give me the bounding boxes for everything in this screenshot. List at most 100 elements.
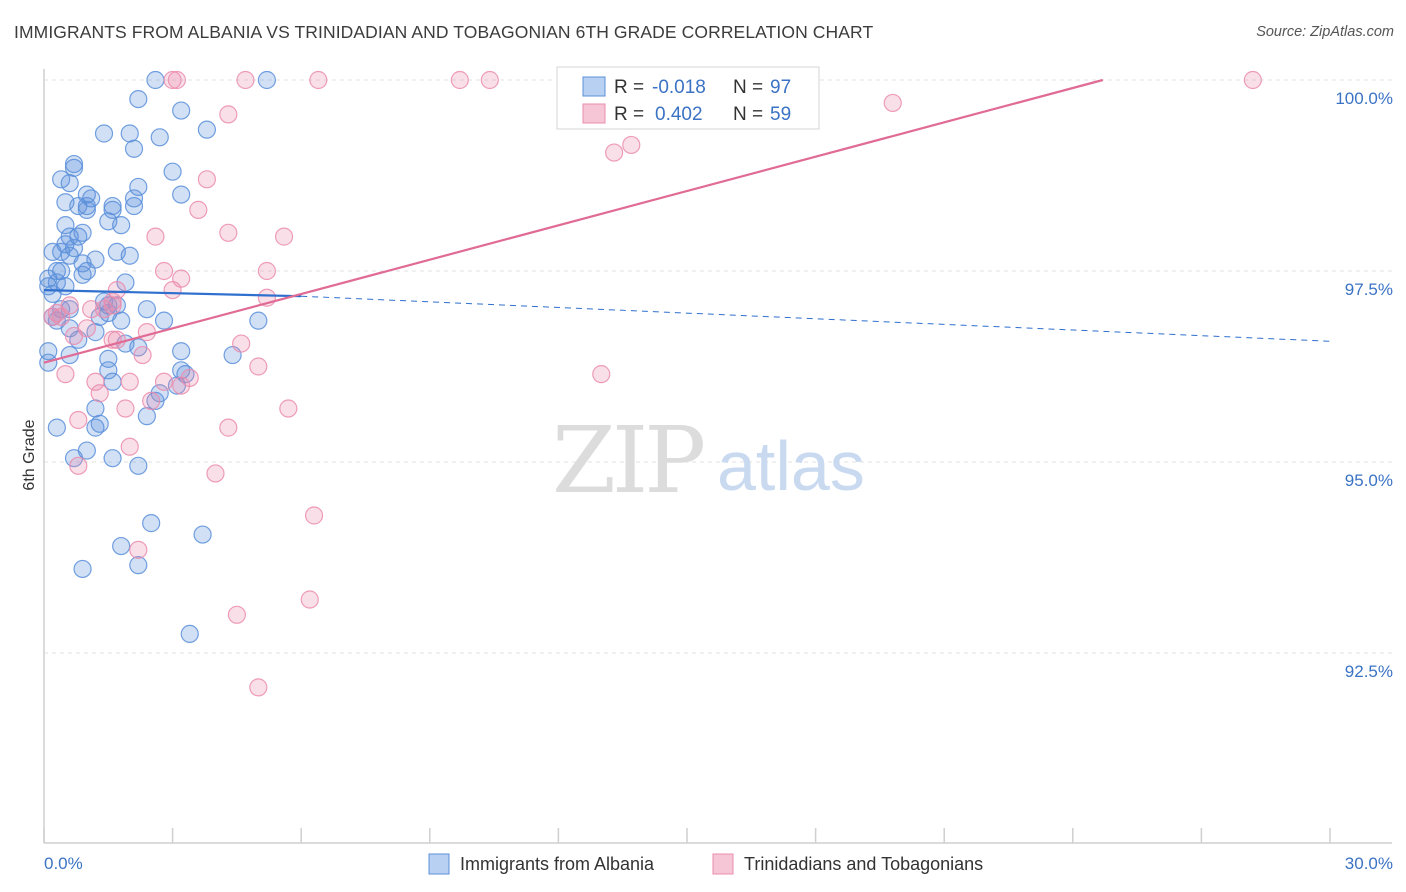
trinidad-point-54: [227, 605, 246, 624]
trinidad-point-56: [43, 307, 62, 326]
albania-point-12: [52, 170, 71, 189]
trinidad-point-38: [86, 372, 105, 391]
albania-point-23: [124, 196, 144, 216]
albania-point-9: [64, 154, 84, 174]
y-axis-title: 6th Grade: [21, 419, 38, 490]
trinidad-point-31: [232, 334, 251, 353]
albania-point-74: [86, 399, 105, 418]
albania-point-1: [257, 70, 277, 90]
albania-point-28: [112, 216, 131, 235]
x-tick-label-max: 30.0%: [1345, 854, 1393, 873]
correlation-legend: R = -0.018 N = 97 R = 0.402 N = 59: [556, 66, 820, 130]
trinidad-point-43: [142, 391, 161, 410]
albania-point-83: [142, 514, 161, 533]
albania-trend-dashed: [301, 295, 1331, 342]
albania-point-95: [99, 361, 118, 380]
albania-point-77: [86, 418, 105, 437]
trinidad-point-34: [249, 357, 268, 376]
albania-point-68: [39, 353, 58, 372]
trinidad-point-47: [219, 418, 238, 437]
watermark-zip: ZIP: [552, 407, 703, 514]
trinidad-point-3: [450, 70, 469, 90]
trinidad-point-5: [1243, 70, 1262, 90]
albania-point-88: [180, 624, 199, 644]
watermark: ZIP atlas: [552, 407, 865, 514]
trinidad-point-39: [120, 372, 139, 391]
albania-point-57: [154, 311, 174, 330]
chart-title: IMMIGRANTS FROM ALBANIA VS TRINIDADIAN A…: [14, 22, 874, 42]
legend-n-label-albania: N =: [733, 77, 763, 98]
bottom-legend-label-albania: Immigrants from Albania: [460, 854, 655, 874]
trinidad-point-17: [154, 261, 174, 281]
x-tick-label-min: 0.0%: [44, 854, 83, 873]
trinidad-point-30: [64, 326, 84, 346]
albania-point-6: [120, 124, 139, 143]
albania-point-81: [103, 449, 122, 468]
y-tick-label-3: 100.0%: [1335, 89, 1393, 108]
trinidad-point-2: [309, 70, 328, 90]
trinidad-point-45: [116, 399, 135, 418]
albania-point-13: [60, 174, 79, 193]
trinidad-point-46: [69, 410, 88, 430]
albania-point-26: [56, 216, 75, 235]
trinidad-point-48: [120, 437, 139, 456]
trinidad-point-28: [137, 323, 156, 342]
trinidad-point-24: [94, 300, 114, 319]
bottom-legend-label-trinidad: Trinidadians and Tobagonians: [744, 854, 983, 874]
trinidad-point-10: [605, 143, 624, 162]
bottom-legend-swatch-trinidad: [712, 853, 734, 875]
trinidad-point-16: [257, 261, 277, 281]
albania-point-63: [172, 342, 191, 361]
albania-point-78: [47, 418, 66, 437]
albania-point-93: [137, 300, 156, 319]
trinidad-point-12: [189, 200, 208, 219]
legend-swatch-albania: [582, 76, 606, 97]
legend-n-value-albania: 97: [770, 77, 791, 98]
albania-point-37: [120, 246, 139, 265]
trinidad-point-42: [90, 384, 109, 403]
trinidad-point-55: [249, 678, 268, 697]
albania-point-85: [112, 536, 131, 556]
series-trinidad-points: [43, 70, 1262, 697]
albania-trend-solid: [43, 289, 302, 298]
trinidad-point-52: [129, 540, 148, 559]
trinidad-point-9: [622, 135, 641, 155]
albania-point-21: [77, 196, 96, 216]
albania-point-84: [193, 525, 212, 544]
trinidad-point-41: [172, 376, 191, 395]
albania-point-0: [146, 70, 165, 90]
trinidad-point-36: [56, 365, 75, 384]
albania-point-86: [73, 559, 92, 579]
albania-point-5: [94, 124, 114, 143]
watermark-atlas: atlas: [717, 427, 865, 505]
legend-r-label-albania: R =: [614, 77, 644, 98]
trinidad-point-57: [103, 296, 122, 315]
albania-point-7: [150, 128, 169, 147]
albania-point-2: [129, 89, 148, 109]
legend-r-value-trinidad: 0.402: [655, 104, 703, 125]
albania-point-8: [124, 139, 144, 158]
trinidad-point-11: [197, 170, 216, 189]
trinidad-trend-line: [43, 78, 1104, 364]
albania-point-44: [73, 265, 92, 284]
albania-point-75: [137, 407, 156, 426]
albania-point-90: [43, 284, 62, 304]
trinidad-point-0: [163, 70, 182, 90]
trinidad-point-13: [219, 223, 238, 242]
trend-lines: [43, 78, 1331, 364]
bottom-legend-swatch-albania: [428, 853, 450, 875]
albania-point-82: [129, 456, 148, 475]
trinidad-point-51: [304, 506, 324, 525]
legend-r-label-trinidad: R =: [614, 104, 644, 125]
albania-point-87: [129, 556, 148, 575]
trinidad-point-6: [167, 70, 186, 90]
albania-point-18: [124, 189, 144, 208]
axes: [43, 69, 1392, 844]
trinidad-point-44: [279, 399, 298, 418]
albania-point-25: [103, 200, 122, 219]
series-albania-points: [39, 70, 277, 644]
trinidad-point-14: [274, 227, 294, 246]
source-credit: Source: ZipAtlas.com: [1256, 24, 1394, 40]
trinidad-point-50: [206, 464, 225, 483]
